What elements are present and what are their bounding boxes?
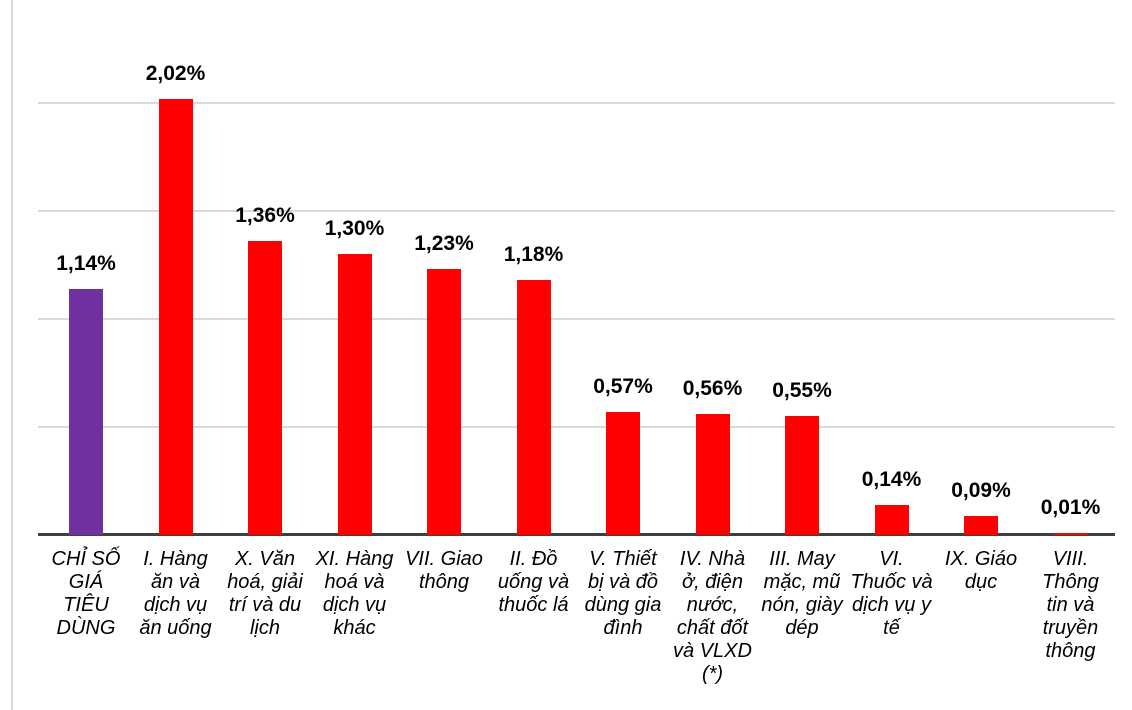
bar-value-label: 0,56%	[682, 377, 743, 401]
category-label: X. Văn hoá, giải trí và du lịch	[227, 548, 303, 639]
chart-bar	[785, 416, 819, 535]
chart-bar	[427, 269, 461, 535]
bar-value-label: 0,09%	[951, 478, 1011, 502]
category-label: XI. Hàng hoá và dịch vụ khác	[315, 548, 394, 639]
category-label: VI. Thuốc và dịch vụ y tế	[850, 548, 933, 639]
bar-value-label: 1,30%	[324, 217, 385, 241]
gridline-0.5pct	[38, 426, 1115, 428]
category-label: VII. Giao thông	[405, 548, 483, 593]
category-label: IX. Giáo dục	[944, 548, 1018, 593]
category-label: I. Hàng ăn và dịch vụ ăn uống	[139, 548, 212, 639]
chart-bar	[69, 288, 103, 535]
category-label: III. May mặc, mũ nón, giày dép	[761, 548, 843, 639]
chart-bar	[1053, 532, 1088, 535]
bar-value-label: 1,18%	[503, 243, 564, 267]
bar-value-label: 2,02%	[145, 61, 206, 85]
chart-bar	[337, 254, 372, 535]
chart-bar	[874, 504, 909, 535]
bar-value-label: 0,14%	[861, 467, 922, 491]
category-label: CHỈ SỐ GIÁ TIÊU DÙNG	[51, 548, 121, 639]
chart-bar	[606, 411, 640, 535]
gridline-1.0pct	[38, 318, 1115, 320]
chart-bar	[516, 280, 551, 535]
bar-value-label: 1,23%	[414, 232, 474, 256]
bar-value-label: 0,01%	[1040, 495, 1101, 519]
category-label: II. Đồ uống và thuốc lá	[497, 548, 570, 616]
gridline-2.0pct	[38, 102, 1115, 104]
chart-bar	[695, 414, 730, 535]
bar-value-label: 1,36%	[235, 204, 295, 228]
chart-left-border	[11, 0, 13, 710]
x-axis-line	[38, 533, 1115, 536]
chart-bar	[158, 98, 193, 535]
category-label: VIII. Thông tin và truyền thông	[1042, 548, 1099, 662]
gridline-1.5pct	[38, 210, 1115, 212]
bar-value-label: 0,55%	[772, 379, 832, 403]
bar-value-label: 1,14%	[56, 251, 116, 275]
chart-bar	[248, 241, 282, 535]
bar-value-label: 0,57%	[593, 374, 653, 398]
chart-bar	[964, 515, 998, 535]
category-label: V. Thiết bị và đồ dùng gia đình	[584, 548, 662, 639]
category-label: IV. Nhà ở, điện nước, chất đốt và VLXD (…	[673, 548, 752, 685]
